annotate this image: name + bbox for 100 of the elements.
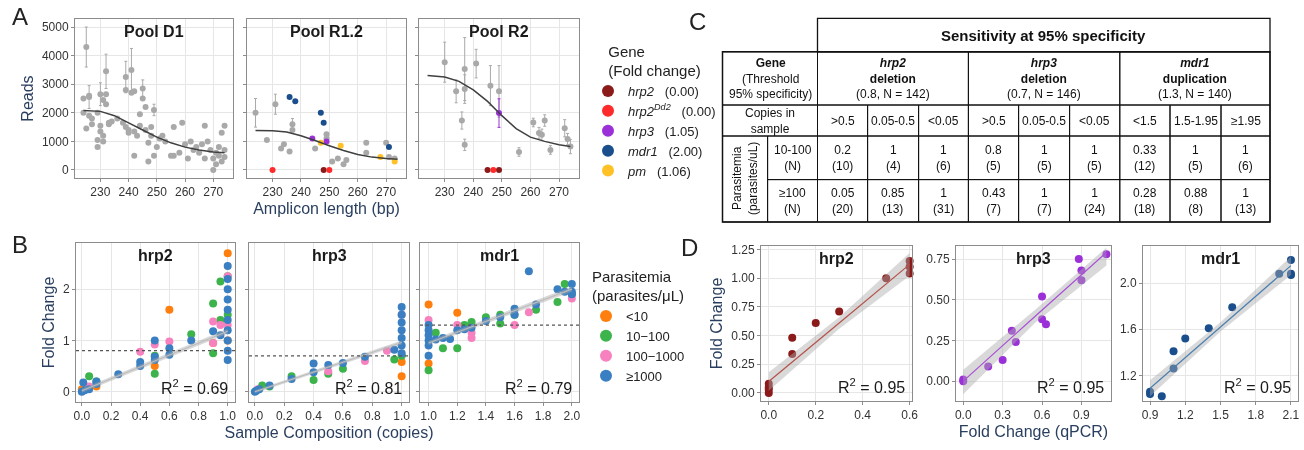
legend-label: hrp3 (1.05) bbox=[628, 123, 699, 139]
text: Gene (Threshold 95% specificity) bbox=[729, 56, 813, 102]
text: >0.5 bbox=[831, 114, 856, 128]
x-tick-label: 250 bbox=[319, 185, 340, 200]
x-tick-label: 0.0 bbox=[73, 409, 91, 424]
y-tick-label: 2 bbox=[62, 282, 70, 297]
text: mdr1 duplication (1.3, N = 140) bbox=[1158, 56, 1232, 102]
x-tick-label: 0.6 bbox=[334, 409, 352, 424]
y-axis-title: Fold Change bbox=[39, 276, 57, 369]
x-tick-label: 250 bbox=[491, 185, 513, 200]
x-tick-label: 0.9 bbox=[1141, 408, 1159, 423]
x-tick-label: 230 bbox=[434, 185, 456, 200]
x-tick-label: 1.8 bbox=[1247, 408, 1265, 423]
y-tick-label: 0.50 bbox=[731, 328, 755, 343]
y-tick-label: 2000 bbox=[41, 106, 69, 120]
y-tick-label: 3000 bbox=[41, 77, 69, 92]
x-tick-label: 0.8 bbox=[363, 409, 381, 424]
x-tick-label: 1.6 bbox=[506, 409, 524, 424]
x-tick-label: 0.2 bbox=[102, 409, 120, 424]
text: hrp2 deletion (0.8, N = 142) bbox=[856, 56, 930, 102]
x-tick-label: 0.6 bbox=[161, 409, 179, 424]
text: 1.5-1.95 bbox=[1174, 114, 1219, 128]
chart-title: hrp2 bbox=[819, 250, 854, 267]
annotation: R$^{2}$ = 0.79 bbox=[505, 377, 573, 397]
text: 0.8 (5) bbox=[985, 143, 1003, 173]
text: 0.43 (7) bbox=[982, 186, 1006, 216]
x-tick-label: 0.4 bbox=[854, 408, 872, 423]
x-tick-label: 0.4 bbox=[305, 409, 323, 424]
text: <1.5 bbox=[1133, 114, 1158, 128]
chart-title: mdr1 bbox=[1201, 250, 1241, 267]
y-tick-label: 1 bbox=[62, 333, 70, 348]
chart-title: hrp3 bbox=[1016, 250, 1051, 267]
x-tick-label: 260 bbox=[520, 185, 541, 200]
x-axis-title: Amplicon length (bp) bbox=[253, 200, 400, 218]
legend-title: Gene (Fold change) bbox=[608, 42, 701, 79]
chart-title: mdr1 bbox=[480, 247, 520, 264]
text: 1 (5) bbox=[1087, 143, 1102, 173]
annotation: R$^{2}$ = 0.95 bbox=[1037, 376, 1105, 396]
text: 1 (7) bbox=[1037, 186, 1052, 216]
x-tick-label: 0.3 bbox=[994, 408, 1012, 423]
x-tick-label: 270 bbox=[376, 185, 397, 200]
x-tick-label: 240 bbox=[118, 185, 139, 200]
text: 0.05-0.5 bbox=[871, 114, 916, 128]
text: ≥1.95 bbox=[1231, 114, 1262, 128]
x-tick-label: 1.2 bbox=[1176, 408, 1194, 423]
text: Sensitivity at 95% specificity bbox=[941, 27, 1146, 44]
x-axis-title: Fold Change (qPCR) bbox=[958, 423, 1109, 441]
y-tick-label: 0.75 bbox=[731, 300, 755, 315]
x-tick-label: 2.0 bbox=[563, 409, 581, 424]
x-tick-label: 1.0 bbox=[393, 409, 411, 424]
text: 1 (13) bbox=[1235, 186, 1257, 216]
text: A bbox=[12, 3, 29, 30]
text: D bbox=[681, 234, 699, 261]
y-tick-label: 0.25 bbox=[926, 333, 950, 348]
x-tick-label: 1.0 bbox=[219, 409, 237, 424]
y-tick-label: 1000 bbox=[41, 134, 69, 149]
text: 0.85 (13) bbox=[881, 186, 905, 216]
text: 1 (24) bbox=[1084, 186, 1106, 216]
legend-label: <10 bbox=[626, 309, 649, 325]
text: 0.2 (10) bbox=[832, 143, 854, 173]
y-tick-label: 1.6 bbox=[1119, 322, 1137, 337]
text: >0.5 bbox=[982, 114, 1007, 128]
legend-label: pm (1.06) bbox=[627, 163, 691, 179]
y-tick-label: 0 bbox=[61, 163, 69, 178]
text: 0.28 (18) bbox=[1133, 186, 1157, 216]
y-tick-label: 5000 bbox=[41, 20, 69, 35]
x-tick-label: 260 bbox=[175, 185, 196, 200]
y-tick-label: 1.25 bbox=[731, 242, 755, 257]
x-tick-label: 0.0 bbox=[246, 409, 264, 424]
text: 0.05 (20) bbox=[831, 186, 855, 216]
x-tick-label: 0.9 bbox=[1073, 408, 1091, 423]
annotation: R$^{2}$ = 0.95 bbox=[838, 376, 906, 396]
y-tick-label: 2.0 bbox=[1119, 276, 1137, 291]
chart-title: hrp3 bbox=[312, 247, 347, 264]
y-tick-label: 0 bbox=[62, 384, 70, 399]
annotation: R$^{2}$ = 0.81 bbox=[335, 377, 403, 397]
x-tick-label: 0.8 bbox=[190, 409, 208, 424]
y-axis-title: Fold Change bbox=[708, 277, 726, 370]
chart-title: Pool R2 bbox=[469, 23, 529, 40]
text: <0.05 bbox=[928, 114, 959, 128]
y-tick-label: 0.25 bbox=[731, 357, 755, 372]
x-tick-label: 1.2 bbox=[448, 409, 466, 424]
y-tick-label: 0.50 bbox=[926, 292, 950, 307]
text: B bbox=[12, 231, 29, 258]
x-tick-label: 1.5 bbox=[1212, 408, 1230, 423]
x-tick-label: 240 bbox=[463, 185, 484, 200]
chart-title: Pool R1.2 bbox=[290, 23, 364, 40]
x-tick-label: 240 bbox=[290, 185, 312, 200]
x-tick-label: 250 bbox=[146, 185, 168, 200]
x-tick-label: 0.0 bbox=[760, 408, 778, 423]
text: 1 (6) bbox=[1238, 143, 1253, 173]
legend-label: 100−1000 bbox=[626, 348, 685, 364]
y-tick-label: 0.00 bbox=[926, 374, 950, 389]
legend-title: Parasitemia (parasites/μL) bbox=[591, 267, 685, 304]
chart-title: Pool D1 bbox=[124, 23, 184, 40]
y-tick-label: 4000 bbox=[41, 48, 69, 63]
legend-label: hrp2 (0.00) bbox=[628, 84, 699, 100]
legend-label: mdr1 (2.00) bbox=[628, 143, 703, 159]
text: ≥100 (N) bbox=[779, 186, 806, 216]
text: <0.05 bbox=[1079, 114, 1110, 128]
